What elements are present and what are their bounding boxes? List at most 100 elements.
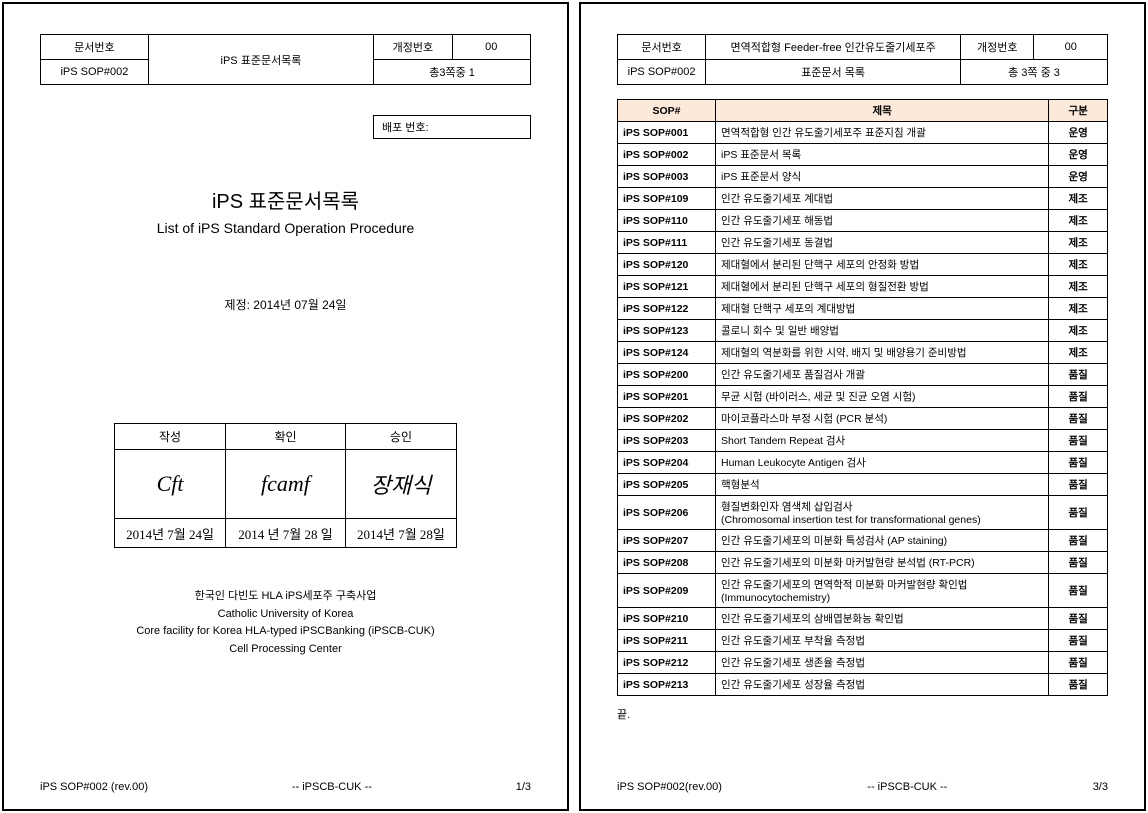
sop-title-cell: Human Leukocyte Antigen 검사: [716, 452, 1049, 474]
org-line-1: 한국인 다빈도 HLA iPS세포주 구축사업: [40, 588, 531, 606]
sop-number-cell: iPS SOP#202: [618, 408, 716, 430]
p1-rev: 00: [452, 35, 530, 60]
table-row: iPS SOP#203Short Tandem Repeat 검사품질: [618, 430, 1108, 452]
col-sop: SOP#: [618, 100, 716, 122]
sop-number-cell: iPS SOP#212: [618, 652, 716, 674]
sop-number-cell: iPS SOP#123: [618, 320, 716, 342]
sop-number-cell: iPS SOP#204: [618, 452, 716, 474]
sop-number-cell: iPS SOP#213: [618, 674, 716, 696]
sop-title-cell: 인간 유도줄기세포의 삼배엽분화능 확인법: [716, 608, 1049, 630]
table-row: iPS SOP#110인간 유도줄기세포 해동법제조: [618, 210, 1108, 232]
p2-rev-label: 개정번호: [960, 35, 1034, 60]
sop-number-cell: iPS SOP#201: [618, 386, 716, 408]
table-row: iPS SOP#002iPS 표준문서 목록운영: [618, 144, 1108, 166]
sop-number-cell: iPS SOP#208: [618, 552, 716, 574]
p1-pages: 총3쪽중 1: [374, 60, 531, 85]
sop-category-cell: 제조: [1049, 254, 1108, 276]
sop-number-cell: iPS SOP#200: [618, 364, 716, 386]
sop-category-cell: 운영: [1049, 166, 1108, 188]
sop-number-cell: iPS SOP#121: [618, 276, 716, 298]
sop-number-cell: iPS SOP#210: [618, 608, 716, 630]
p2-pages: 총 3쪽 중 3: [960, 60, 1107, 85]
page1-footer: iPS SOP#002 (rev.00) -- iPSCB-CUK -- 1/3: [40, 781, 531, 793]
sop-title-cell: 인간 유도줄기세포 품질검사 개괄: [716, 364, 1049, 386]
sop-category-cell: 품질: [1049, 496, 1108, 530]
sop-category-cell: 품질: [1049, 574, 1108, 608]
signature-c: 장재식: [345, 450, 457, 519]
table-row: iPS SOP#205핵형분석품질: [618, 474, 1108, 496]
p2-footer-right: 3/3: [1093, 781, 1108, 793]
sop-category-cell: 품질: [1049, 386, 1108, 408]
sop-number-cell: iPS SOP#206: [618, 496, 716, 530]
sop-title-cell: 콜로니 회수 및 일반 배양법: [716, 320, 1049, 342]
sop-title-cell: 핵형분석: [716, 474, 1049, 496]
org-line-3: Core facility for Korea HLA-typed iPSCBa…: [40, 623, 531, 641]
table-row: iPS SOP#123콜로니 회수 및 일반 배양법제조: [618, 320, 1108, 342]
sop-title-cell: 인간 유도줄기세포 계대법: [716, 188, 1049, 210]
sop-number-cell: iPS SOP#203: [618, 430, 716, 452]
table-row: iPS SOP#202마이코플라스마 부정 시험 (PCR 분석)품질: [618, 408, 1108, 430]
p1-header-title: iPS 표준문서목록: [148, 35, 373, 85]
sop-category-cell: 품질: [1049, 608, 1108, 630]
p1-rev-label: 개정번호: [374, 35, 452, 60]
table-row: iPS SOP#208인간 유도줄기세포의 미분화 마커발현량 분석법 (RT-…: [618, 552, 1108, 574]
page2-header-table: 문서번호 면역적합형 Feeder-free 인간유도줄기세포주 개정번호 00…: [617, 34, 1108, 85]
sop-number-cell: iPS SOP#211: [618, 630, 716, 652]
org-line-2: Catholic University of Korea: [40, 606, 531, 624]
table-row: iPS SOP#111인간 유도줄기세포 동결법제조: [618, 232, 1108, 254]
table-row: iPS SOP#204Human Leukocyte Antigen 검사품질: [618, 452, 1108, 474]
table-row: iPS SOP#213인간 유도줄기세포 성장율 측정법품질: [618, 674, 1108, 696]
page1-header-table: 문서번호 iPS 표준문서목록 개정번호 00 iPS SOP#002 총3쪽중…: [40, 34, 531, 85]
p1-footer-left: iPS SOP#002 (rev.00): [40, 781, 148, 793]
distribution-number-box: 배포 번호:: [373, 115, 531, 139]
sop-category-cell: 제조: [1049, 210, 1108, 232]
sop-number-cell: iPS SOP#111: [618, 232, 716, 254]
end-mark: 끝.: [617, 706, 1108, 722]
table-row: iPS SOP#121제대혈에서 분리된 단핵구 세포의 형질전환 방법제조: [618, 276, 1108, 298]
p2-docnum-label: 문서번호: [618, 35, 706, 60]
sop-number-cell: iPS SOP#110: [618, 210, 716, 232]
distribution-label: 배포 번호:: [382, 122, 429, 134]
sop-category-cell: 품질: [1049, 364, 1108, 386]
sop-category-cell: 제조: [1049, 188, 1108, 210]
table-row: iPS SOP#212인간 유도줄기세포 생존율 측정법품질: [618, 652, 1108, 674]
cover-title-kr: iPS 표준문서목록: [40, 185, 531, 214]
sop-number-cell: iPS SOP#120: [618, 254, 716, 276]
sop-number-cell: iPS SOP#122: [618, 298, 716, 320]
sop-title-cell: 인간 유도줄기세포 부착율 측정법: [716, 630, 1049, 652]
sop-title-cell: 마이코플라스마 부정 시험 (PCR 분석): [716, 408, 1049, 430]
sig-date-a: 2014년 7월 24일: [114, 519, 226, 548]
sop-title-cell: 제대혈에서 분리된 단핵구 세포의 형질전환 방법: [716, 276, 1049, 298]
p1-footer-center: -- iPSCB-CUK --: [292, 781, 372, 793]
sop-title-cell: 인간 유도줄기세포 동결법: [716, 232, 1049, 254]
signature-table: 작성 확인 승인 Cft fcamf 장재식 2014년 7월 24일 2014…: [114, 423, 458, 548]
p2-footer-left: iPS SOP#002(rev.00): [617, 781, 722, 793]
p1-docnum: iPS SOP#002: [41, 60, 149, 85]
pages-container: 문서번호 iPS 표준문서목록 개정번호 00 iPS SOP#002 총3쪽중…: [0, 0, 1148, 813]
sop-category-cell: 품질: [1049, 652, 1108, 674]
sop-category-cell: 품질: [1049, 408, 1108, 430]
sop-list-table: SOP# 제목 구분 iPS SOP#001면역적합형 인간 유도줄기세포주 표…: [617, 99, 1108, 696]
table-row: iPS SOP#003iPS 표준문서 양식운영: [618, 166, 1108, 188]
p2-docnum: iPS SOP#002: [618, 60, 706, 85]
cover-date: 제정: 2014년 07월 24일: [40, 296, 531, 313]
sop-title-cell: 면역적합형 인간 유도줄기세포주 표준지침 개괄: [716, 122, 1049, 144]
sop-number-cell: iPS SOP#003: [618, 166, 716, 188]
sop-category-cell: 제조: [1049, 320, 1108, 342]
sop-category-cell: 제조: [1049, 298, 1108, 320]
page2-footer: iPS SOP#002(rev.00) -- iPSCB-CUK -- 3/3: [617, 781, 1108, 793]
sig-head-c: 승인: [345, 424, 457, 450]
sop-title-cell: 인간 유도줄기세포 해동법: [716, 210, 1049, 232]
sop-category-cell: 품질: [1049, 530, 1108, 552]
p2-header-title-l1: 면역적합형 Feeder-free 인간유도줄기세포주: [706, 35, 961, 60]
sop-category-cell: 품질: [1049, 630, 1108, 652]
signature-a: Cft: [114, 450, 226, 519]
sop-category-cell: 제조: [1049, 276, 1108, 298]
p2-footer-center: -- iPSCB-CUK --: [867, 781, 947, 793]
table-row: iPS SOP#211인간 유도줄기세포 부착율 측정법품질: [618, 630, 1108, 652]
table-row: iPS SOP#206형질변화인자 염색체 삽입검사 (Chromosomal …: [618, 496, 1108, 530]
sop-title-cell: 인간 유도줄기세포의 면역학적 미분화 마커발현량 확인법 (Immunocyt…: [716, 574, 1049, 608]
p1-footer-right: 1/3: [516, 781, 531, 793]
sop-title-cell: 제대혈의 역분화를 위한 시약, 배지 및 배양용기 준비방법: [716, 342, 1049, 364]
p2-rev: 00: [1034, 35, 1108, 60]
